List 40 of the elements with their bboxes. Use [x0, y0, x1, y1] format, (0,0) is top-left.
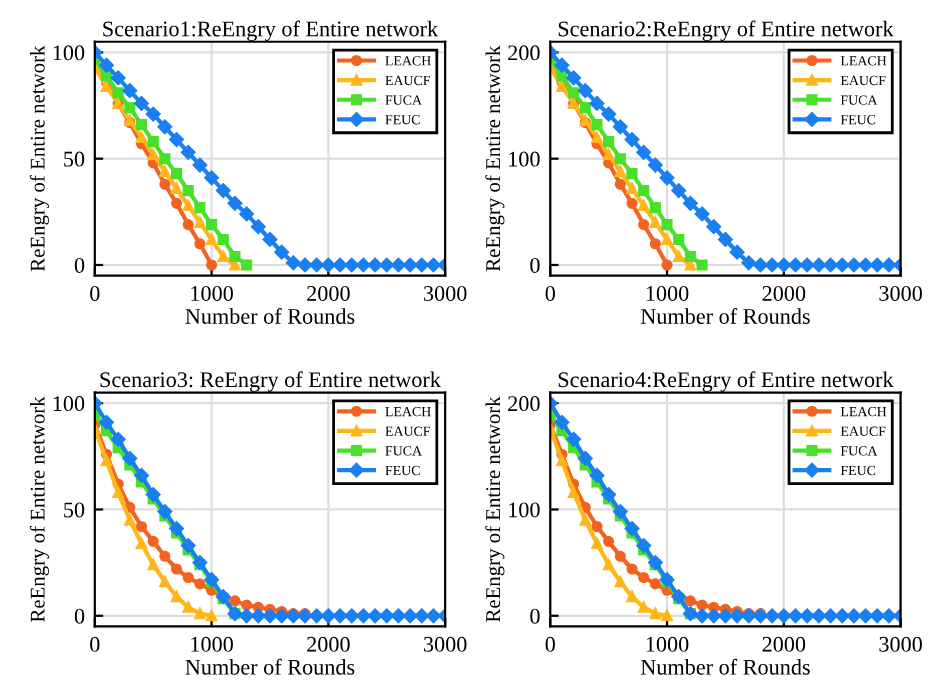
- y-tick-label: 50: [64, 151, 85, 167]
- y-tick-label: 100: [509, 502, 540, 518]
- x-tick-label: 0: [90, 636, 100, 652]
- x-tick-label: 2000: [307, 636, 350, 652]
- x-tick-label: 3000: [879, 636, 922, 652]
- x-tick-label: 1000: [191, 636, 233, 652]
- x-tick-label: 2000: [762, 636, 806, 652]
- x-tick-label: 3000: [879, 285, 922, 301]
- y-tick-label: 0: [74, 257, 85, 273]
- y-tick-label: 0: [74, 608, 85, 624]
- chart-title: Scenario1:ReEngry of Entire network: [103, 20, 439, 41]
- x-tick-label: 0: [545, 636, 555, 652]
- y-tick-label: 100: [509, 151, 540, 167]
- x-tick-label: 1000: [646, 285, 689, 301]
- y-tick-label: 0: [530, 608, 540, 624]
- chart-title: Scenario2:ReEngry of Entire network: [558, 20, 894, 41]
- x-tick-label: 0: [90, 285, 100, 301]
- x-axis-title: Number of Rounds: [185, 658, 355, 675]
- x-tick-label: 3000: [423, 285, 467, 301]
- x-tick-label: 1000: [646, 636, 689, 652]
- chart-title: Scenario3: ReEngry of Entire network: [100, 371, 441, 392]
- y-tick-label: 200: [508, 45, 540, 61]
- x-tick-label: 2000: [762, 285, 806, 301]
- chart-title: Scenario4:ReEngry of Entire network: [558, 371, 894, 392]
- y-axis-title: ReEngry of Entire network: [485, 45, 505, 272]
- x-axis-title: Number of Rounds: [640, 308, 810, 324]
- x-tick-label: 3000: [423, 636, 467, 652]
- y-axis-title: ReEngry of Entire network: [29, 396, 49, 622]
- y-axis-title: ReEngry of Entire network: [29, 45, 49, 272]
- x-tick-label: 0: [545, 285, 555, 301]
- x-axis-title: Number of Rounds: [640, 658, 810, 675]
- x-tick-label: 2000: [307, 285, 350, 301]
- x-tick-label: 1000: [191, 285, 233, 301]
- y-tick-label: 50: [64, 502, 85, 518]
- y-tick-label: 200: [508, 396, 540, 412]
- y-tick-label: 100: [53, 45, 85, 61]
- y-tick-label: 100: [53, 396, 85, 412]
- x-axis-title: Number of Rounds: [185, 308, 355, 324]
- y-axis-title: ReEngry of Entire network: [485, 396, 505, 622]
- y-tick-label: 0: [530, 257, 540, 273]
